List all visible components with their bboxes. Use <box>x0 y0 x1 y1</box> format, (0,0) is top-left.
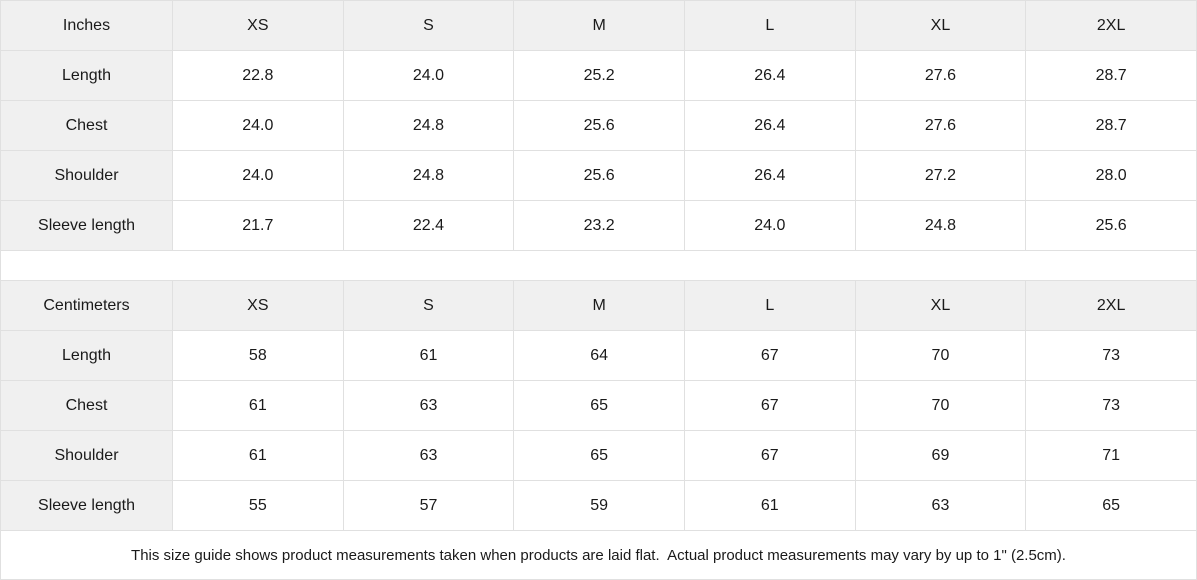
size-header-cell: L <box>683 0 856 51</box>
table-row: Sleeve length 55 57 59 61 63 65 <box>0 480 1197 531</box>
value-cell: 24.0 <box>683 200 856 251</box>
value-cell: 65 <box>1025 480 1197 531</box>
value-cell: 59 <box>513 480 685 531</box>
size-header-cell: XS <box>172 280 344 331</box>
size-table-centimeters: Centimeters XS S M L XL 2XL Length 58 61… <box>0 280 1197 531</box>
value-cell: 25.6 <box>513 100 685 151</box>
value-cell: 24.8 <box>342 100 515 151</box>
value-cell: 61 <box>683 480 856 531</box>
row-label-cell: Length <box>0 50 173 101</box>
size-header-cell: L <box>683 280 856 331</box>
value-cell: 55 <box>172 480 344 531</box>
value-cell: 63 <box>854 480 1027 531</box>
value-cell: 67 <box>683 430 856 481</box>
value-cell: 71 <box>1025 430 1197 481</box>
value-cell: 27.6 <box>854 50 1027 101</box>
value-cell: 26.4 <box>683 50 856 101</box>
value-cell: 24.0 <box>172 100 344 151</box>
header-row: Centimeters XS S M L XL 2XL <box>0 280 1197 331</box>
value-cell: 27.6 <box>854 100 1027 151</box>
table-row: Shoulder 61 63 65 67 69 71 <box>0 430 1197 481</box>
value-cell: 25.6 <box>513 150 685 201</box>
value-cell: 65 <box>513 380 685 431</box>
value-cell: 21.7 <box>172 200 344 251</box>
table-row: Shoulder 24.0 24.8 25.6 26.4 27.2 28.0 <box>0 150 1197 201</box>
value-cell: 64 <box>513 330 685 381</box>
value-cell: 26.4 <box>683 150 856 201</box>
value-cell: 65 <box>513 430 685 481</box>
row-label-cell: Chest <box>0 380 173 431</box>
value-cell: 58 <box>172 330 344 381</box>
size-header-cell: M <box>513 0 685 51</box>
value-cell: 69 <box>854 430 1027 481</box>
row-label-cell: Length <box>0 330 173 381</box>
unit-header-cell: Centimeters <box>0 280 173 331</box>
table-row: Chest 61 63 65 67 70 73 <box>0 380 1197 431</box>
value-cell: 67 <box>683 380 856 431</box>
value-cell: 67 <box>683 330 856 381</box>
value-cell: 28.7 <box>1025 50 1197 101</box>
footer-note: This size guide shows product measuremen… <box>0 531 1197 580</box>
size-header-cell: XL <box>854 0 1027 51</box>
table-row: Length 22.8 24.0 25.2 26.4 27.6 28.7 <box>0 50 1197 101</box>
value-cell: 70 <box>854 380 1027 431</box>
table-row: Length 58 61 64 67 70 73 <box>0 330 1197 381</box>
size-header-cell: 2XL <box>1025 280 1197 331</box>
value-cell: 24.8 <box>854 200 1027 251</box>
row-label-cell: Sleeve length <box>0 480 173 531</box>
row-label-cell: Shoulder <box>0 150 173 201</box>
size-header-cell: M <box>513 280 685 331</box>
size-header-cell: XS <box>172 0 344 51</box>
value-cell: 22.8 <box>172 50 344 101</box>
header-row: Inches XS S M L XL 2XL <box>0 0 1197 51</box>
value-cell: 27.2 <box>854 150 1027 201</box>
size-header-cell: S <box>342 280 515 331</box>
value-cell: 61 <box>172 380 344 431</box>
value-cell: 24.0 <box>172 150 344 201</box>
row-label-cell: Chest <box>0 100 173 151</box>
unit-header-cell: Inches <box>0 0 173 51</box>
size-header-cell: S <box>342 0 515 51</box>
value-cell: 73 <box>1025 380 1197 431</box>
value-cell: 61 <box>342 330 515 381</box>
row-label-cell: Sleeve length <box>0 200 173 251</box>
value-cell: 24.8 <box>342 150 515 201</box>
table-gap <box>0 251 1197 280</box>
table-row: Chest 24.0 24.8 25.6 26.4 27.6 28.7 <box>0 100 1197 151</box>
row-label-cell: Shoulder <box>0 430 173 481</box>
size-table-inches: Inches XS S M L XL 2XL Length 22.8 24.0 … <box>0 0 1197 251</box>
value-cell: 25.6 <box>1025 200 1197 251</box>
value-cell: 28.7 <box>1025 100 1197 151</box>
size-header-cell: 2XL <box>1025 0 1197 51</box>
value-cell: 26.4 <box>683 100 856 151</box>
value-cell: 23.2 <box>513 200 685 251</box>
value-cell: 25.2 <box>513 50 685 101</box>
value-cell: 24.0 <box>342 50 515 101</box>
value-cell: 22.4 <box>342 200 515 251</box>
value-cell: 57 <box>342 480 515 531</box>
value-cell: 63 <box>342 380 515 431</box>
value-cell: 70 <box>854 330 1027 381</box>
value-cell: 28.0 <box>1025 150 1197 201</box>
size-header-cell: XL <box>854 280 1027 331</box>
value-cell: 61 <box>172 430 344 481</box>
value-cell: 73 <box>1025 330 1197 381</box>
value-cell: 63 <box>342 430 515 481</box>
table-row: Sleeve length 21.7 22.4 23.2 24.0 24.8 2… <box>0 200 1197 251</box>
